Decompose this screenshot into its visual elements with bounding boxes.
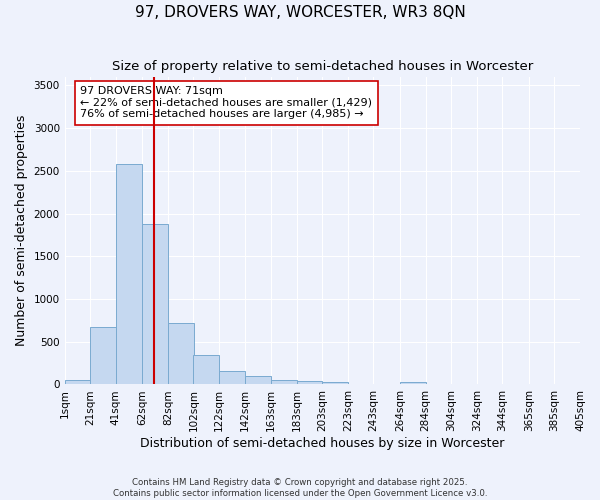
Text: 97 DROVERS WAY: 71sqm
← 22% of semi-detached houses are smaller (1,429)
76% of s: 97 DROVERS WAY: 71sqm ← 22% of semi-deta… [80,86,372,120]
Y-axis label: Number of semi-detached properties: Number of semi-detached properties [15,115,28,346]
Bar [400,382,425,384]
Bar [90,327,116,384]
Bar [116,164,142,384]
Bar [219,371,245,384]
Bar [65,380,90,384]
Bar [168,323,193,384]
X-axis label: Distribution of semi-detached houses by size in Worcester: Distribution of semi-detached houses by … [140,437,505,450]
Bar [193,356,219,384]
Text: 97, DROVERS WAY, WORCESTER, WR3 8QN: 97, DROVERS WAY, WORCESTER, WR3 8QN [134,5,466,20]
Bar [271,380,297,384]
Bar [322,382,348,384]
Bar [142,224,168,384]
Bar [245,376,271,384]
Title: Size of property relative to semi-detached houses in Worcester: Size of property relative to semi-detach… [112,60,533,73]
Bar [297,382,322,384]
Text: Contains HM Land Registry data © Crown copyright and database right 2025.
Contai: Contains HM Land Registry data © Crown c… [113,478,487,498]
